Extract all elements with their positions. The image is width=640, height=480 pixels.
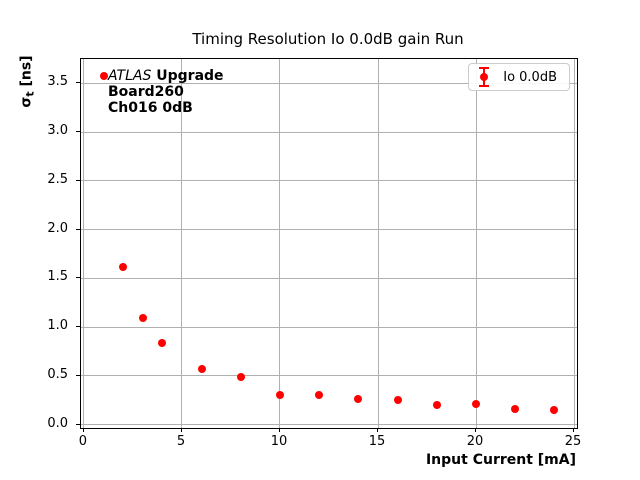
y-tick-label: 3.5	[47, 74, 68, 90]
x-tick-mark	[573, 428, 575, 432]
sigma-symbol: σ	[18, 96, 35, 108]
data-point	[511, 404, 520, 413]
data-point	[275, 391, 284, 400]
y-tick-label: 1.5	[47, 269, 68, 285]
errorbar-marker-icon	[479, 67, 490, 87]
plot-annotation: ATLAS Upgrade Board260 Ch016 0dB	[108, 68, 224, 116]
x-tick-mark	[180, 428, 182, 432]
chart-title: Timing Resolution Io 0.0dB gain Run	[192, 30, 464, 48]
y-tick-label: 3.0	[47, 123, 68, 139]
grid-line-horizontal	[81, 375, 577, 377]
grid-line-horizontal	[81, 180, 577, 182]
experiment-name: ATLAS	[108, 68, 152, 84]
y-tick-label: 2.0	[47, 220, 68, 236]
x-tick-mark	[475, 428, 477, 432]
data-point	[158, 338, 167, 347]
data-point	[354, 395, 363, 404]
data-point	[393, 396, 402, 405]
y-tick-mark	[76, 179, 80, 181]
grid-line-vertical	[279, 59, 281, 428]
data-point	[550, 405, 559, 414]
x-tick-label: 5	[176, 434, 186, 449]
y-tick-label: 1.0	[47, 318, 68, 334]
annotation-line-1: ATLAS Upgrade	[108, 68, 224, 84]
grid-line-horizontal	[81, 326, 577, 328]
y-tick-mark	[76, 82, 80, 84]
data-point	[432, 401, 441, 410]
x-tick-label: 25	[564, 434, 582, 449]
grid-line-horizontal	[81, 131, 577, 133]
y-tick-mark	[76, 228, 80, 230]
y-tick-mark	[76, 374, 80, 376]
data-point	[315, 391, 324, 400]
data-point	[138, 314, 147, 323]
x-tick-label: 10	[270, 434, 288, 449]
annotation-line-2: Board260	[108, 84, 184, 100]
grid-line-vertical	[83, 59, 85, 428]
x-tick-mark	[377, 428, 378, 432]
legend-box: Io 0.0dB	[468, 63, 570, 91]
data-point	[119, 262, 128, 271]
grid-line-horizontal	[81, 229, 577, 231]
sigma-subscript: t	[23, 91, 37, 97]
grid-line-horizontal	[81, 82, 577, 84]
y-tick-label: 0.0	[47, 415, 68, 431]
legend-label: Io 0.0dB	[503, 69, 557, 85]
data-point	[472, 400, 481, 409]
grid-line-vertical	[181, 59, 183, 428]
errorbar-dot	[480, 73, 489, 81]
data-point	[99, 71, 108, 80]
x-tick-label: 0	[78, 434, 88, 449]
x-tick-label: 15	[368, 434, 386, 449]
x-tick-label: 20	[466, 434, 484, 449]
x-tick-mark	[82, 428, 84, 432]
x-axis-label: Input Current [mA]	[425, 452, 576, 468]
y-tick-label: 2.5	[47, 171, 68, 187]
y-tick-mark	[76, 423, 80, 425]
y-tick-label: 0.5	[47, 366, 68, 382]
experiment-tag: Upgrade	[156, 68, 224, 84]
grid-line-horizontal	[81, 424, 577, 426]
data-point	[236, 372, 245, 381]
data-point	[197, 365, 206, 374]
y-tick-mark	[76, 131, 80, 133]
annotation-line-3: Ch016 0dB	[108, 100, 193, 116]
grid-line-vertical	[377, 59, 379, 428]
grid-line-horizontal	[81, 277, 577, 279]
grid-line-vertical	[573, 59, 575, 428]
plot-area: ATLAS Upgrade Board260 Ch016 0dB Io 0.0d…	[80, 58, 578, 429]
y-tick-mark	[76, 277, 80, 279]
y-tick-mark	[76, 326, 80, 328]
x-tick-mark	[278, 428, 280, 432]
grid-line-vertical	[475, 59, 477, 428]
errorbar-bottom-cap	[479, 85, 490, 87]
